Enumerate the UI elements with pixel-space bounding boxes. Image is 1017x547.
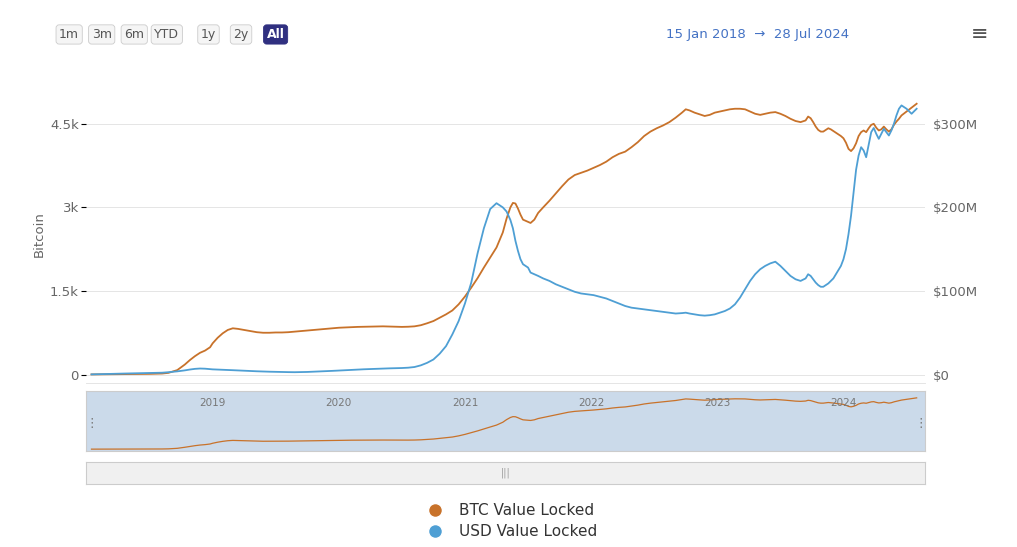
Text: 3m: 3m: [92, 28, 112, 41]
Text: 1y: 1y: [201, 28, 216, 41]
Text: ⋮: ⋮: [914, 417, 926, 430]
Text: 15 Jan 2018  →  28 Jul 2024: 15 Jan 2018 → 28 Jul 2024: [666, 28, 849, 41]
Bar: [86, 391, 925, 451]
Text: 2021: 2021: [452, 399, 478, 409]
Text: 2024: 2024: [830, 399, 856, 409]
Text: ≡: ≡: [970, 25, 989, 44]
Text: 1m: 1m: [59, 28, 79, 41]
Text: 2020: 2020: [325, 399, 352, 409]
Legend: BTC Value Locked, USD Value Locked: BTC Value Locked, USD Value Locked: [420, 503, 597, 539]
Text: 6m: 6m: [124, 28, 144, 41]
Text: 2022: 2022: [578, 399, 604, 409]
Text: |||: |||: [501, 468, 511, 479]
Text: 2019: 2019: [199, 399, 226, 409]
Text: All: All: [266, 28, 285, 41]
Text: ⋮: ⋮: [85, 417, 98, 430]
Text: 2y: 2y: [234, 28, 248, 41]
Text: YTD: YTD: [155, 28, 179, 41]
Y-axis label: Bitcoin: Bitcoin: [33, 211, 46, 257]
Text: 2023: 2023: [704, 399, 730, 409]
